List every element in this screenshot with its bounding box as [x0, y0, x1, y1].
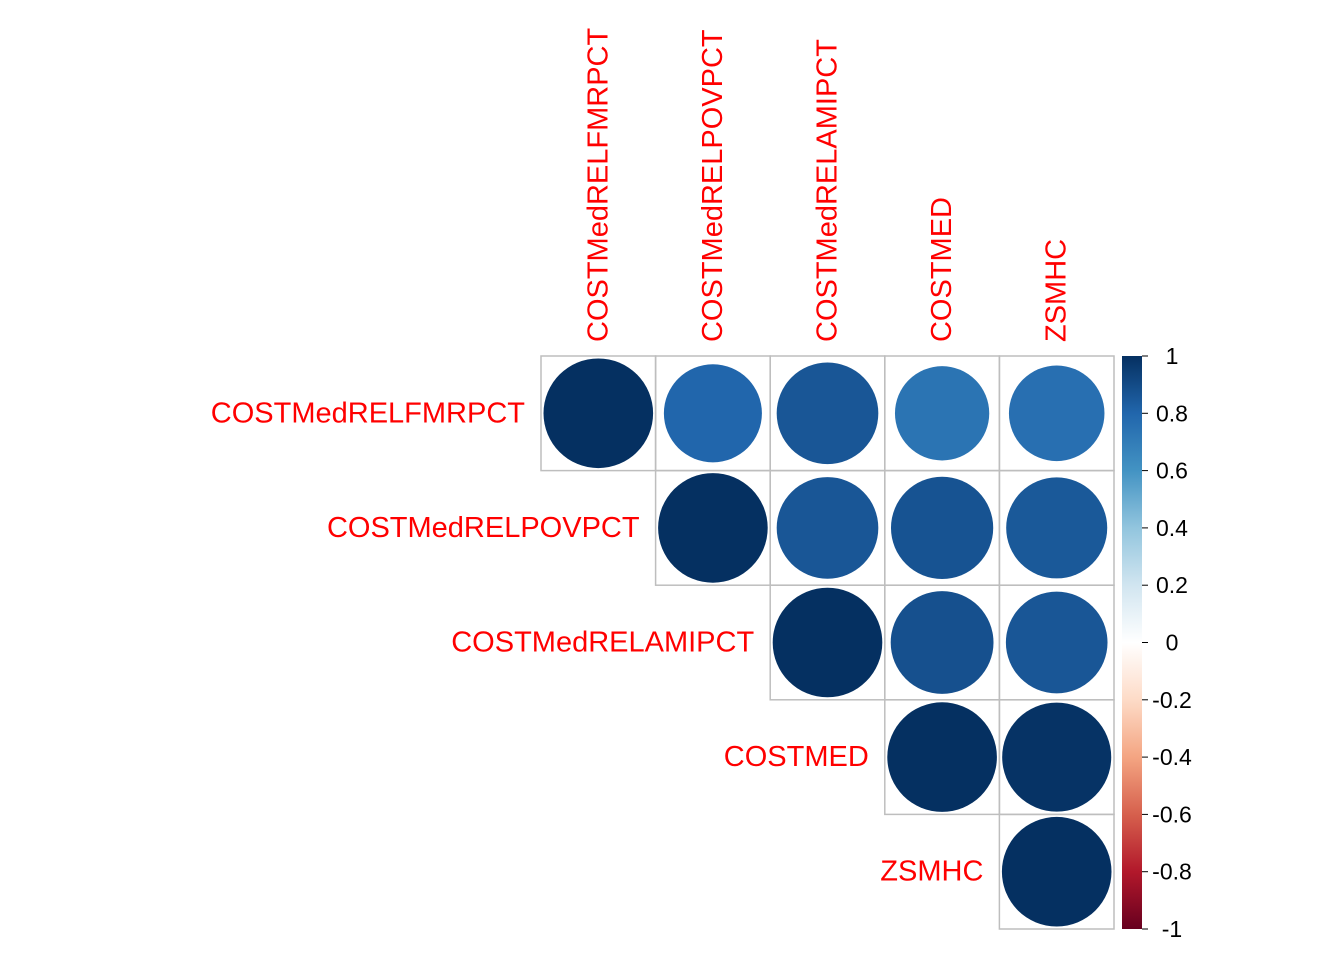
color-legend-tick-label: 0.8	[1156, 400, 1188, 426]
correlation-circle	[1002, 817, 1112, 927]
column-label: ZSMHC	[1041, 239, 1073, 342]
correlation-circle	[1006, 592, 1108, 694]
correlation-circle	[1009, 366, 1105, 462]
correlation-circle	[664, 364, 762, 462]
correlation-circle	[1002, 703, 1111, 812]
color-legend-tick-label: 0.6	[1156, 458, 1188, 484]
correlation-circle	[777, 477, 879, 579]
correlation-circle	[1006, 477, 1107, 578]
row-label: ZSMHC	[880, 856, 983, 888]
correlation-circle	[891, 477, 993, 579]
correlation-circle	[895, 366, 989, 460]
column-label: COSTMedRELPOVPCT	[697, 29, 729, 342]
correlation-circle	[658, 473, 768, 583]
color-legend-tick-label: -0.6	[1152, 801, 1192, 827]
color-legend-tick-label: -0.4	[1152, 744, 1192, 770]
color-legend-bar	[1122, 356, 1142, 929]
column-label: COSTMedRELAMIPCT	[812, 39, 844, 342]
row-label: COSTMedRELPOVPCT	[327, 512, 640, 544]
column-label: COSTMED	[926, 197, 958, 342]
correlation-circle	[773, 588, 883, 698]
column-label: COSTMedRELFMRPCT	[582, 28, 614, 342]
color-legend-ticks: 1 0.8 0.6 0.4 0.2 0 -0.2 -0.4 -0.6 -0.8 -1	[1142, 343, 1192, 942]
column-labels: COSTMedRELFMRPCT COSTMedRELPOVPCT COSTMedR…	[582, 28, 1072, 342]
color-legend-tick-label: -0.2	[1152, 687, 1192, 713]
color-legend: 1 0.8 0.6 0.4 0.2 0 -0.2 -0.4 -0.6 -0.8 -1	[1122, 343, 1192, 942]
row-label: COSTMedRELAMIPCT	[451, 627, 754, 659]
color-legend-tick-label: 1	[1166, 343, 1179, 369]
row-label: COSTMedRELFMRPCT	[211, 397, 525, 429]
correlation-circle	[887, 702, 997, 812]
color-legend-tick-label: -0.8	[1152, 859, 1192, 885]
correlation-circle	[544, 359, 654, 469]
color-legend-tick-label: 0.2	[1156, 572, 1188, 598]
row-label: COSTMED	[724, 741, 869, 773]
color-legend-tick-label: 0.4	[1156, 515, 1188, 541]
correlation-circle	[777, 362, 879, 464]
color-legend-tick-label: 0	[1166, 630, 1179, 656]
correlation-circle	[891, 591, 994, 694]
color-legend-tick-label: -1	[1162, 916, 1182, 942]
